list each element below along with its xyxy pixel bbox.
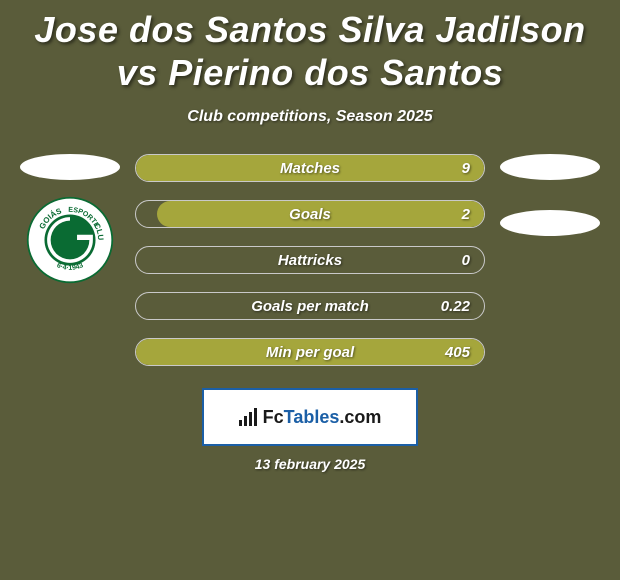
stat-row: Min per goal405 bbox=[135, 338, 485, 366]
stat-row: Hattricks0 bbox=[135, 246, 485, 274]
season-subtitle: Club competitions, Season 2025 bbox=[10, 108, 610, 126]
club-badge-left: GOIÁS ESPORTE CLUBE 6·4·1943 bbox=[20, 196, 120, 284]
player-left-column: GOIÁS ESPORTE CLUBE 6·4·1943 bbox=[20, 154, 120, 284]
logo-text: FcTables.com bbox=[263, 407, 382, 428]
stat-label: Goals per match bbox=[136, 293, 484, 319]
stat-row: Goals per match0.22 bbox=[135, 292, 485, 320]
stats-center-column: Matches9Goals2Hattricks0Goals per match0… bbox=[135, 154, 485, 366]
date-line: 13 february 2025 bbox=[10, 456, 610, 472]
stat-value: 0 bbox=[462, 247, 470, 273]
stats-area: GOIÁS ESPORTE CLUBE 6·4·1943 Matches bbox=[10, 154, 610, 366]
stat-label: Matches bbox=[136, 155, 484, 181]
fctables-logo: FcTables.com bbox=[202, 388, 418, 446]
player-right-column bbox=[500, 154, 600, 236]
goias-badge-icon: GOIÁS ESPORTE CLUBE 6·4·1943 bbox=[26, 196, 114, 284]
stat-row: Goals2 bbox=[135, 200, 485, 228]
player-left-name-oval bbox=[20, 154, 120, 180]
chart-bars-icon bbox=[239, 408, 257, 426]
comparison-title: Jose dos Santos Silva Jadilson vs Pierin… bbox=[10, 8, 610, 94]
stat-label: Goals bbox=[136, 201, 484, 227]
player-right-name-oval bbox=[500, 154, 600, 180]
stat-value: 9 bbox=[462, 155, 470, 181]
stat-row: Matches9 bbox=[135, 154, 485, 182]
stat-value: 0.22 bbox=[441, 293, 470, 319]
stat-label: Hattricks bbox=[136, 247, 484, 273]
stat-label: Min per goal bbox=[136, 339, 484, 365]
stat-value: 2 bbox=[462, 201, 470, 227]
stat-value: 405 bbox=[445, 339, 470, 365]
player-right-extra-oval bbox=[500, 210, 600, 236]
